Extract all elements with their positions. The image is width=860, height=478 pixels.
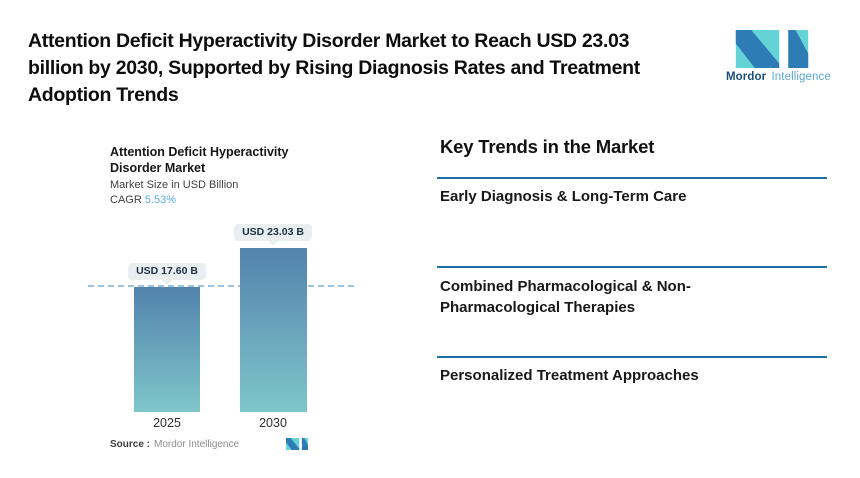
brand-logo: Mordor Intelligence xyxy=(726,30,831,83)
value-label-2025: USD 17.60 B xyxy=(128,263,206,285)
chart-title-line2: Disorder Market xyxy=(110,161,206,175)
reference-dashed-line xyxy=(88,285,354,287)
source-value: Mordor Intelligence xyxy=(154,439,240,450)
x-axis-label-2025: 2025 xyxy=(153,416,181,430)
chart-subtitle: Market Size in USD Billion xyxy=(110,179,239,191)
chart-title: Attention Deficit Hyperactivity Disorder… xyxy=(110,144,289,176)
trend-item: Early Diagnosis & Long-Term Care xyxy=(440,188,687,205)
brand-name-light: Intelligence xyxy=(771,71,831,83)
trend-item: Personalized Treatment Approaches xyxy=(440,367,699,384)
trend-item: Combined Pharmacological & Non-Pharmacol… xyxy=(440,278,691,316)
mordor-intelligence-logo-icon xyxy=(735,30,809,68)
page-title-line3: Adoption Trends xyxy=(28,84,179,106)
value-label-2030: USD 23.03 B xyxy=(234,224,312,246)
page-title-line2: billion by 2030, Supported by Rising Dia… xyxy=(28,57,640,79)
brand-wordmark: Mordor Intelligence xyxy=(726,71,831,83)
x-axis-label-2030: 2030 xyxy=(259,416,287,430)
mordor-intelligence-mini-logo-icon xyxy=(286,438,308,450)
bar-2025 xyxy=(134,287,200,412)
trend-separator xyxy=(437,177,827,179)
page-title: Attention Deficit Hyperactivity Disorder… xyxy=(28,28,718,109)
cagr-value: 5.53% xyxy=(144,194,176,206)
trend-separator xyxy=(437,356,827,358)
bar-chart: USD 17.60 B USD 23.03 B 2025 2030 xyxy=(88,220,354,430)
source-line: Source : Mordor Intelligence xyxy=(110,439,239,450)
page-title-line1: Attention Deficit Hyperactivity Disorder… xyxy=(28,30,630,52)
source-label: Source : xyxy=(110,439,151,450)
trend-separator xyxy=(437,266,827,268)
brand-name-bold: Mordor xyxy=(726,71,767,83)
bar-2030 xyxy=(240,248,307,412)
cagr-label: CAGR xyxy=(110,194,142,206)
chart-title-line1: Attention Deficit Hyperactivity xyxy=(110,145,289,159)
trends-heading: Key Trends in the Market xyxy=(440,136,655,157)
chart-cagr: CAGR 5.53% xyxy=(110,194,176,206)
